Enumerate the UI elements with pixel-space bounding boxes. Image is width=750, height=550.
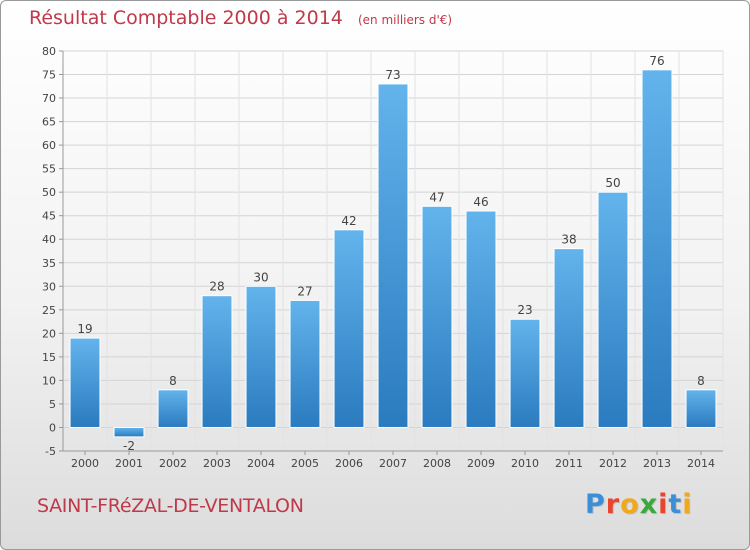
x-tick-label: 2007 bbox=[379, 457, 407, 470]
y-tick-label: 80 bbox=[42, 45, 56, 58]
y-tick-label: 55 bbox=[42, 163, 56, 176]
data-label: 8 bbox=[169, 374, 177, 388]
data-label: 76 bbox=[649, 54, 664, 68]
data-labels: 19 -2 8 28 30 27 42 73 47 46 23 38 50 76 8 bbox=[77, 54, 704, 453]
bar bbox=[113, 426, 145, 438]
x-tick-label: 2008 bbox=[423, 457, 451, 470]
bar bbox=[641, 69, 673, 428]
bar bbox=[69, 337, 101, 428]
bar bbox=[201, 295, 233, 428]
x-tick-label: 2002 bbox=[159, 457, 187, 470]
logo-letter: i bbox=[682, 489, 693, 520]
bars bbox=[69, 69, 717, 438]
y-tick-label: 5 bbox=[49, 398, 56, 411]
x-tick-label: 2005 bbox=[291, 457, 319, 470]
logo-letter: o bbox=[620, 489, 640, 520]
x-tick-label: 2014 bbox=[687, 457, 715, 470]
data-label: 47 bbox=[429, 190, 444, 204]
bar bbox=[685, 389, 717, 428]
axes: -5 0 5 10 15 20 25 30 35 40 45 50 55 60 65 70 75 80 2000 20… bbox=[42, 45, 723, 470]
title-row: Résultat Comptable 2000 à 2014 (en milli… bbox=[29, 7, 452, 29]
y-tick-label: -5 bbox=[45, 445, 56, 458]
bar bbox=[157, 389, 189, 428]
logo-letter: r bbox=[605, 489, 621, 520]
x-tick-label: 2006 bbox=[335, 457, 363, 470]
x-tick-label: 2001 bbox=[115, 457, 143, 470]
y-tick-label: 25 bbox=[42, 304, 56, 317]
logo-letter: t bbox=[668, 489, 683, 520]
bar bbox=[333, 229, 365, 428]
data-label: -2 bbox=[123, 439, 135, 453]
y-tick-label: 45 bbox=[42, 210, 56, 223]
data-label: 46 bbox=[473, 195, 488, 209]
bar bbox=[553, 248, 585, 428]
y-tick-label: 35 bbox=[42, 257, 56, 270]
commune-name: SAINT-FRéZAL-DE-VENTALON bbox=[37, 495, 304, 517]
y-tick-label: 70 bbox=[42, 92, 56, 105]
data-label: 50 bbox=[605, 176, 620, 190]
logo-letter: i bbox=[658, 489, 669, 520]
data-label: 42 bbox=[341, 214, 356, 228]
x-tick-label: 2009 bbox=[467, 457, 495, 470]
y-tick-label: 30 bbox=[42, 280, 56, 293]
x-tick-label: 2000 bbox=[71, 457, 99, 470]
data-label: 19 bbox=[77, 322, 92, 336]
y-tick-label: 0 bbox=[49, 421, 56, 434]
data-label: 73 bbox=[385, 68, 400, 82]
bar bbox=[377, 83, 409, 428]
y-tick-label: 40 bbox=[42, 233, 56, 246]
bar bbox=[465, 210, 497, 428]
data-label: 27 bbox=[297, 284, 312, 298]
x-tick-label: 2013 bbox=[643, 457, 671, 470]
data-label: 28 bbox=[209, 280, 224, 294]
y-tick-label: 15 bbox=[42, 351, 56, 364]
x-tick-label: 2011 bbox=[555, 457, 583, 470]
y-tick-label: 20 bbox=[42, 327, 56, 340]
x-tick-label: 2010 bbox=[511, 457, 539, 470]
logo-letter: x bbox=[639, 489, 659, 520]
chart-title: Résultat Comptable 2000 à 2014 bbox=[29, 7, 343, 29]
chart-unit-label: (en milliers d'€) bbox=[357, 13, 453, 27]
y-tick-label: 75 bbox=[42, 69, 56, 82]
data-label: 8 bbox=[697, 374, 705, 388]
x-tick-label: 2004 bbox=[247, 457, 275, 470]
logo-letter: P bbox=[585, 489, 606, 520]
bar bbox=[597, 191, 629, 428]
bar bbox=[421, 205, 453, 428]
y-tick-label: 65 bbox=[42, 116, 56, 129]
data-label: 23 bbox=[517, 303, 532, 317]
bar bbox=[245, 285, 277, 428]
y-tick-label: 10 bbox=[42, 374, 56, 387]
y-tick-label: 60 bbox=[42, 139, 56, 152]
y-tick-label: 50 bbox=[42, 186, 56, 199]
data-label: 30 bbox=[253, 270, 268, 284]
proxiti-logo: Proxiti bbox=[585, 489, 693, 520]
data-label: 38 bbox=[561, 233, 576, 247]
x-tick-label: 2012 bbox=[599, 457, 627, 470]
bar bbox=[289, 299, 321, 428]
bar bbox=[509, 318, 541, 428]
x-tick-label: 2003 bbox=[203, 457, 231, 470]
